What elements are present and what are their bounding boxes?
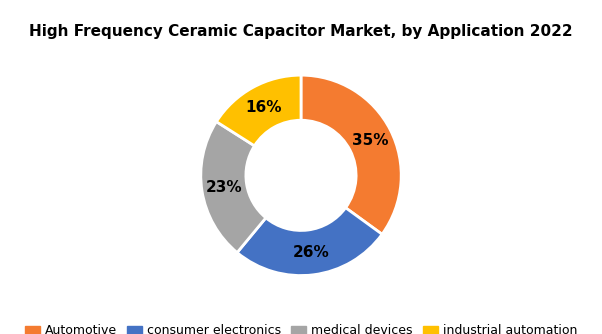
Wedge shape (301, 75, 401, 234)
Text: 23%: 23% (206, 180, 243, 195)
Title: High Frequency Ceramic Capacitor Market, by Application 2022: High Frequency Ceramic Capacitor Market,… (29, 24, 573, 39)
Text: 26%: 26% (293, 245, 329, 260)
Legend: Automotive, consumer electronics, medical devices, industrial automation: Automotive, consumer electronics, medica… (20, 319, 582, 334)
Wedge shape (237, 208, 382, 276)
Text: 35%: 35% (352, 133, 388, 148)
Wedge shape (201, 122, 266, 253)
Wedge shape (216, 75, 301, 146)
Text: 16%: 16% (246, 100, 282, 115)
